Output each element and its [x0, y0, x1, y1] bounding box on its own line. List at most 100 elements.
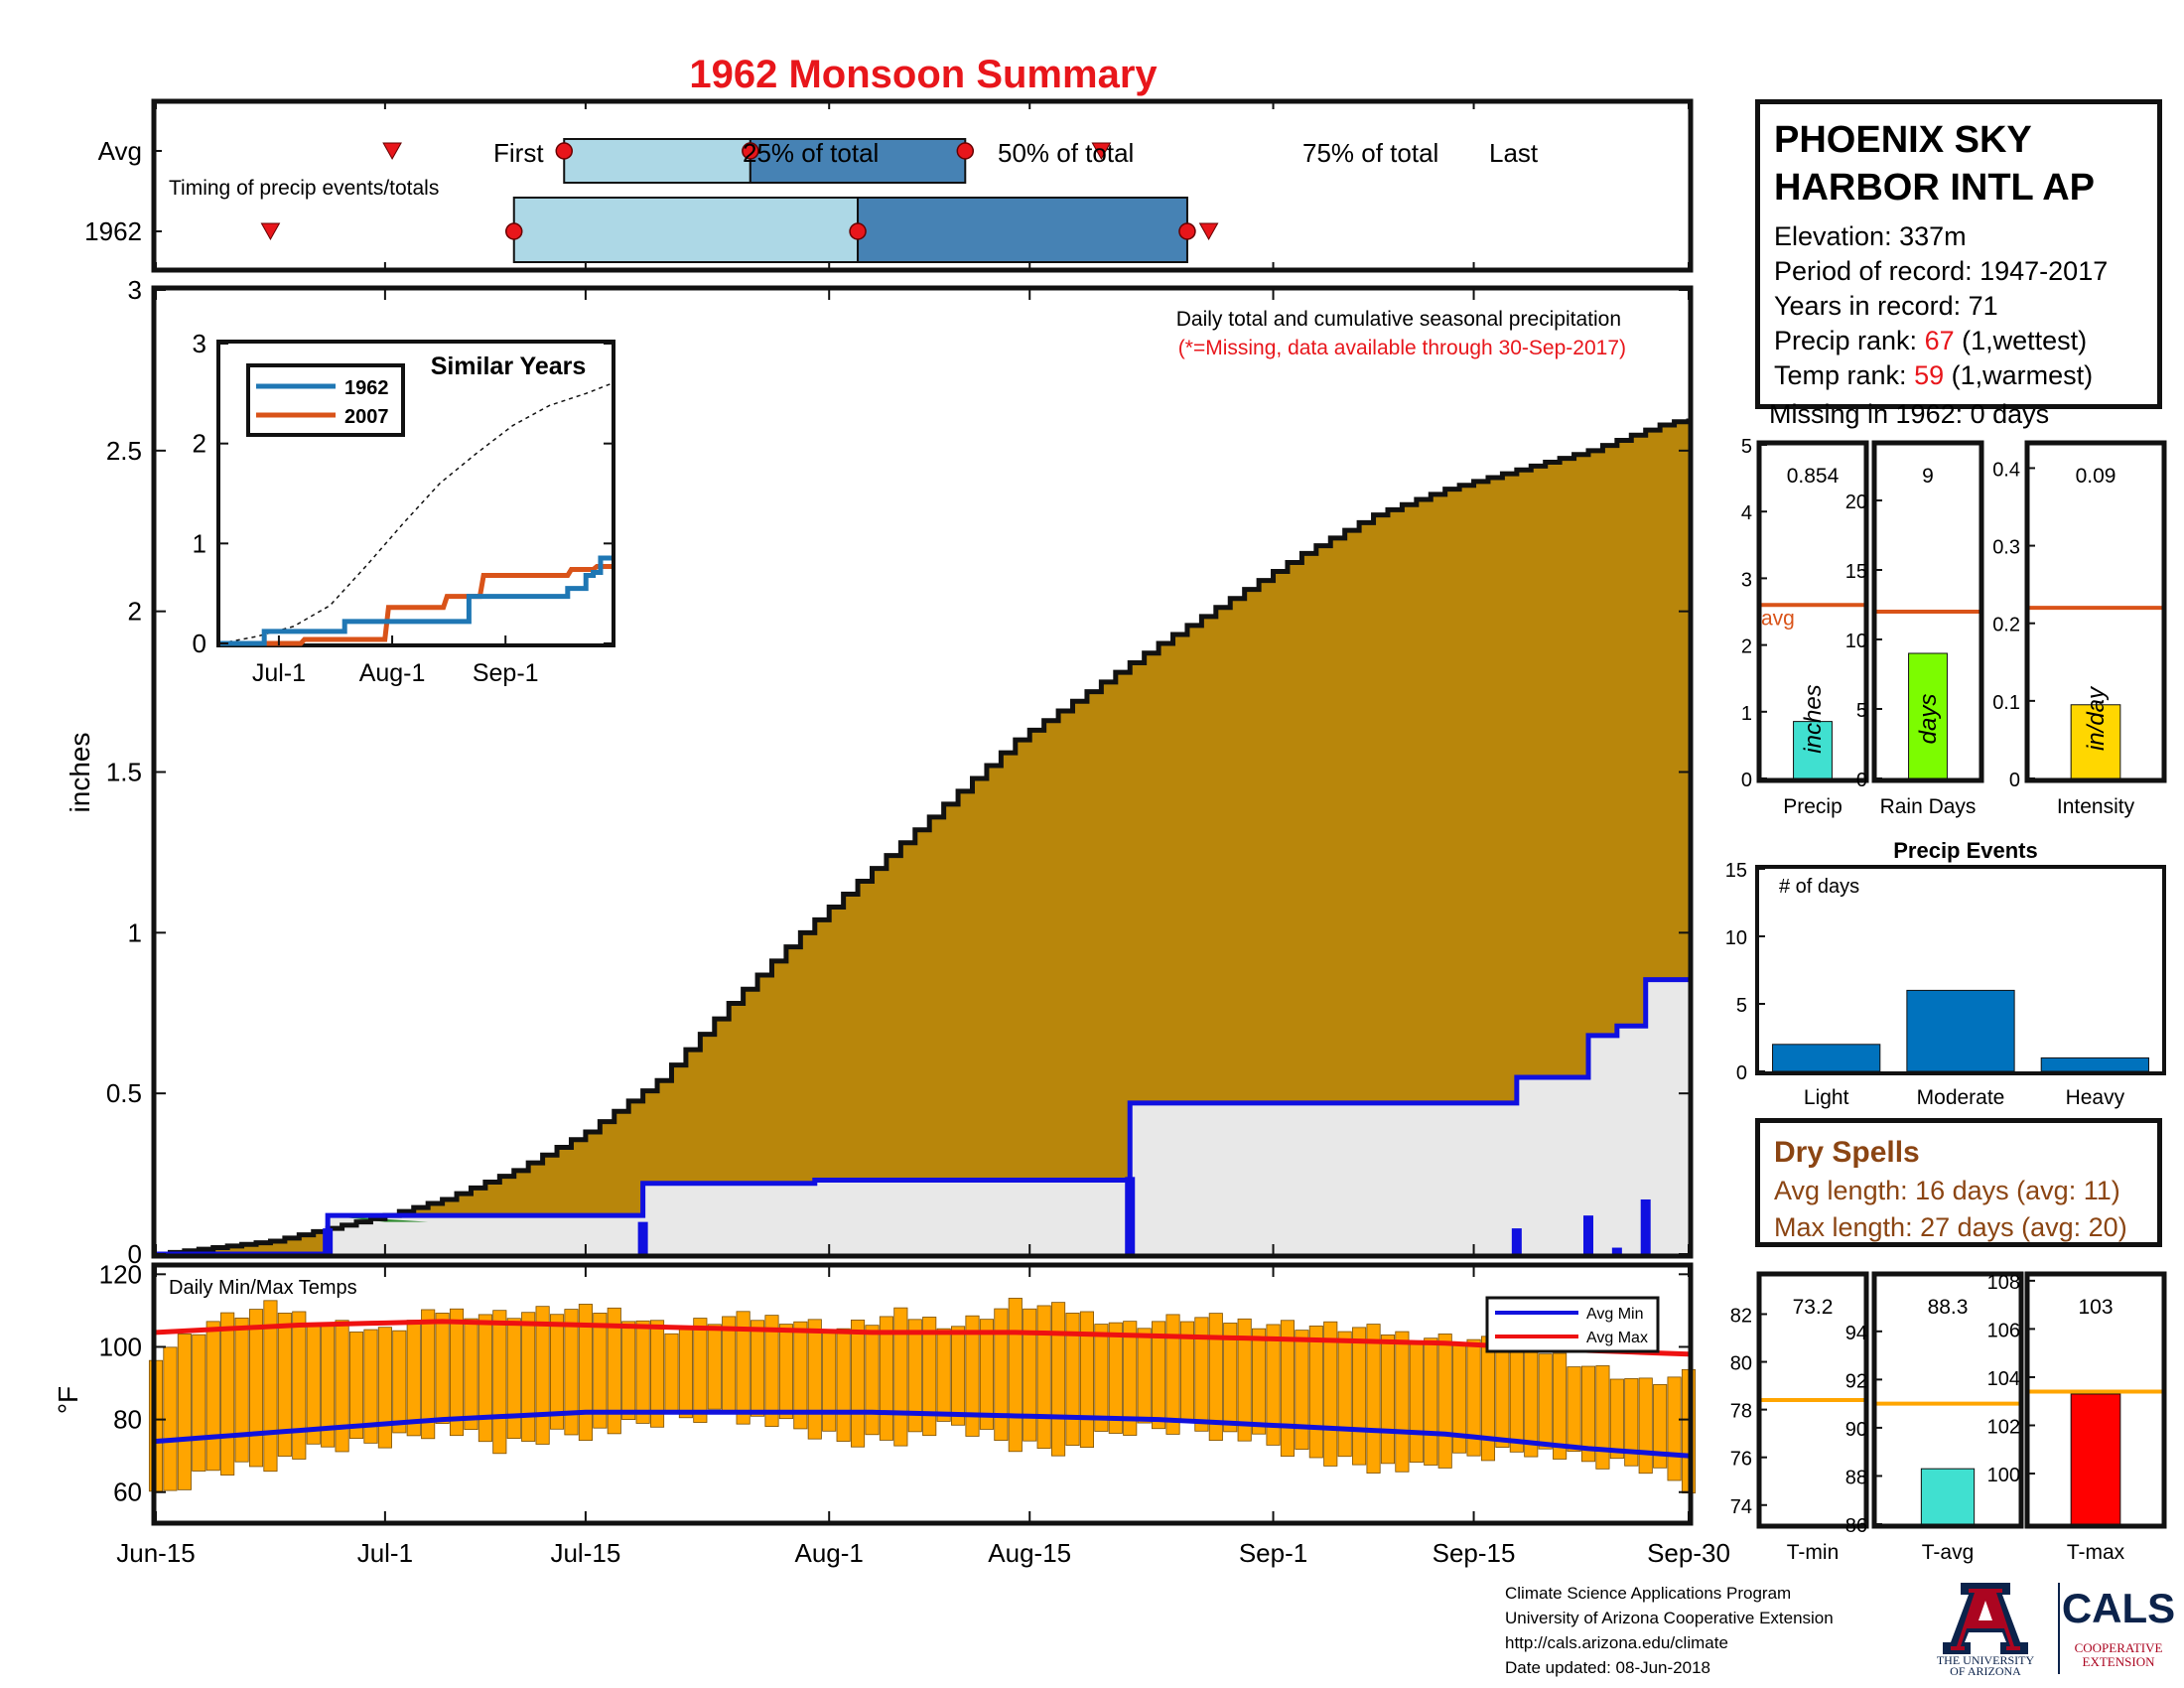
precip-rank-label: Precip rank: — [1774, 326, 1925, 355]
temp-range-bar — [1409, 1341, 1424, 1463]
temp-range-bar — [951, 1326, 966, 1426]
small-panel-tick-label: 20 — [1845, 492, 1867, 513]
year-last-marker — [1198, 222, 1219, 241]
year-cumulative-area — [156, 979, 1689, 1254]
date-tick-label: Jun-15 — [116, 1538, 196, 1568]
small-panel-title: T-avg — [1922, 1541, 1975, 1564]
station-info-box: PHOENIX SKY HARBOR INTL AP Elevation: 33… — [1755, 99, 2162, 409]
small-panel-tick-label: 78 — [1730, 1401, 1752, 1423]
small-panel-tick-label: 0 — [1741, 770, 1752, 791]
precip-y-tick-label: 2 — [128, 597, 142, 627]
temp-range-bar — [1079, 1311, 1094, 1448]
timing-first-label: First — [493, 138, 544, 168]
temp-range-bar — [736, 1311, 751, 1425]
temp-range-bar — [1137, 1328, 1152, 1424]
small-panel-tick-label: 0.2 — [1992, 615, 2020, 636]
temp-range-bar — [1308, 1326, 1323, 1459]
temp-range-bar — [793, 1321, 808, 1430]
small-panel-t-max: 100 102 104 106 108 103 T-max — [1987, 1271, 2167, 1564]
temp-range-bar — [994, 1308, 1009, 1442]
temp-range-bar — [593, 1313, 608, 1429]
ua-logo-line2: OF ARIZONA — [1950, 1664, 2021, 1676]
avg-p50-p75-box — [749, 138, 967, 184]
precip-plot — [156, 418, 1692, 1257]
temp-chart-frame — [151, 1262, 1694, 1526]
temp-range-bar — [1653, 1384, 1668, 1469]
temp-range-bar — [1366, 1324, 1381, 1474]
avg-p75-marker — [956, 142, 975, 160]
temp-range-bar — [1667, 1376, 1682, 1481]
temp-range-bar — [1094, 1324, 1109, 1432]
inset-avg-line — [219, 382, 613, 644]
temp-range-bar — [192, 1334, 206, 1472]
inset-line-1962 — [220, 555, 612, 646]
temp-rank-note: (1,warmest) — [1944, 360, 2094, 390]
dry-spells-box: Dry Spells Avg length: 16 days (avg: 11)… — [1755, 1118, 2162, 1247]
temp-range-bar — [1553, 1352, 1568, 1460]
small-panel-tick-label: 90 — [1845, 1419, 1867, 1441]
temp-range-bar — [1437, 1334, 1452, 1469]
temp-range-bar — [564, 1309, 579, 1436]
small-panel-tick-label: 92 — [1845, 1370, 1867, 1392]
temp-range-bar — [1295, 1330, 1309, 1450]
station-precip-rank: Precip rank: 67 (1,wettest) — [1774, 324, 2143, 358]
temp-range-bar — [965, 1315, 980, 1437]
precip-y-tick-label: 0.5 — [106, 1078, 142, 1108]
temp-chart-title: Daily Min/Max Temps — [169, 1277, 357, 1299]
precip-y-tick-label: 1 — [128, 917, 142, 947]
similar-years-inset: 0 1 2 3 Jul-1 Aug-1 Sep-1 Similar Years 1962 2… — [193, 329, 615, 687]
temp-range-bar — [1108, 1322, 1123, 1434]
inset-legend-box — [246, 363, 405, 437]
temp-range-bar — [1208, 1313, 1223, 1442]
small-panel-bar — [2070, 704, 2121, 779]
daily-precip-bar — [1640, 1198, 1651, 1254]
temp-range-bar — [1165, 1314, 1180, 1435]
temp-range-bar — [778, 1324, 793, 1420]
cals-logo: CALS COOPERATIVE EXTENSION — [2058, 1583, 2175, 1674]
legend-label-1962: 1962 — [344, 377, 389, 399]
temp-range-bar — [1065, 1313, 1080, 1446]
temp-range-bar — [649, 1320, 665, 1428]
temp-range-bar — [335, 1320, 349, 1453]
year-cumulative-line — [156, 977, 1689, 1257]
temp-range-bar — [578, 1304, 593, 1442]
temp-rank-value: 59 — [1914, 360, 1945, 390]
date-tick-label: Sep-1 — [1239, 1538, 1307, 1568]
temp-range-bar — [1424, 1337, 1438, 1466]
temp-range-bar — [1538, 1353, 1553, 1450]
temp-range-bar — [1509, 1342, 1524, 1453]
avg-p25-marker — [555, 142, 574, 160]
precip-y-tick-label: 3 — [128, 275, 142, 305]
small-panel-frame — [1871, 440, 1984, 783]
temp-range-bar — [893, 1307, 908, 1447]
small-panel-tick-label: 86 — [1845, 1515, 1867, 1537]
temp-range-bar — [1395, 1331, 1410, 1473]
precip-chart: 0 0.5 1 1.5 2 2.5 3 inches Daily total and cum… — [65, 275, 1694, 1269]
event-category-label: Light — [1804, 1086, 1849, 1109]
temp-range-bar — [751, 1320, 765, 1417]
small-panel-title: Precip — [1783, 795, 1843, 818]
temp-range-bar — [549, 1314, 565, 1430]
event-category-label: Moderate — [1917, 1086, 2005, 1109]
small-panel-frame — [1756, 440, 1869, 783]
date-tick-label: Sep-15 — [1433, 1538, 1516, 1568]
temp-range-bar — [1567, 1366, 1581, 1452]
date-tick-label: Jul-15 — [550, 1538, 620, 1568]
inset-line-2007 — [220, 563, 612, 646]
small-panel-tick-label: 102 — [1987, 1416, 2020, 1438]
small-panel-tick-label: 0.3 — [1992, 537, 2020, 559]
temp-range-bar — [464, 1318, 478, 1431]
event-category-label: Heavy — [2066, 1086, 2125, 1109]
temp-range-bar — [822, 1331, 837, 1432]
credits-block: Climate Science Applications Program Uni… — [1505, 1581, 1834, 1680]
small-panel-tick-label: 94 — [1845, 1323, 1867, 1344]
small-panel-tick-label: 4 — [1741, 502, 1752, 524]
small-panel-value: 88.3 — [1928, 1296, 1969, 1319]
small-panel-bar — [2070, 1393, 2121, 1525]
temp-range-bar — [764, 1315, 779, 1427]
temp-range-bar — [1352, 1327, 1367, 1466]
figure-title: 1962 Monsoon Summary — [689, 53, 1158, 96]
small-panel-unit: days — [1915, 694, 1942, 745]
inset-plot: 0 1 2 3 Jul-1 Aug-1 Sep-1 — [193, 329, 614, 687]
date-tick-label: Aug-15 — [988, 1538, 1071, 1568]
